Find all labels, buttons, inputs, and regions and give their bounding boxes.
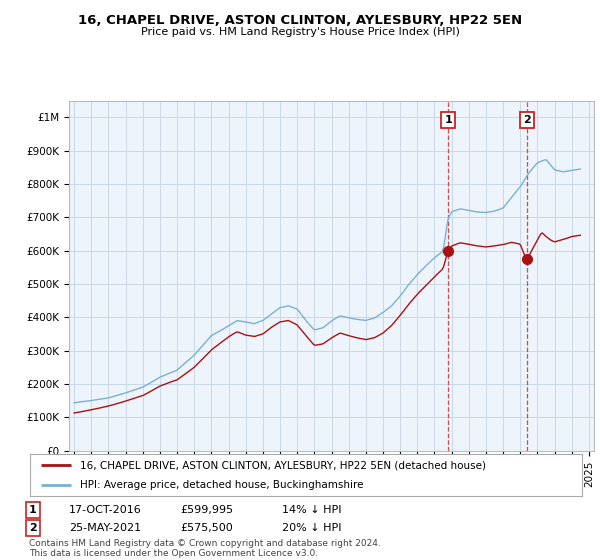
Text: 20% ↓ HPI: 20% ↓ HPI	[282, 523, 341, 533]
Text: 17-OCT-2016: 17-OCT-2016	[69, 505, 142, 515]
Text: £599,995: £599,995	[180, 505, 233, 515]
Text: 2: 2	[29, 523, 37, 533]
Text: 2: 2	[523, 115, 531, 125]
Text: HPI: Average price, detached house, Buckinghamshire: HPI: Average price, detached house, Buck…	[80, 480, 363, 490]
Text: This data is licensed under the Open Government Licence v3.0.: This data is licensed under the Open Gov…	[29, 549, 318, 558]
Text: 16, CHAPEL DRIVE, ASTON CLINTON, AYLESBURY, HP22 5EN: 16, CHAPEL DRIVE, ASTON CLINTON, AYLESBU…	[78, 14, 522, 27]
Text: Contains HM Land Registry data © Crown copyright and database right 2024.: Contains HM Land Registry data © Crown c…	[29, 539, 380, 548]
Text: 16, CHAPEL DRIVE, ASTON CLINTON, AYLESBURY, HP22 5EN (detached house): 16, CHAPEL DRIVE, ASTON CLINTON, AYLESBU…	[80, 460, 485, 470]
Text: 25-MAY-2021: 25-MAY-2021	[69, 523, 141, 533]
Text: £575,500: £575,500	[180, 523, 233, 533]
Text: Price paid vs. HM Land Registry's House Price Index (HPI): Price paid vs. HM Land Registry's House …	[140, 27, 460, 37]
Text: 14% ↓ HPI: 14% ↓ HPI	[282, 505, 341, 515]
Text: 1: 1	[29, 505, 37, 515]
Text: 1: 1	[444, 115, 452, 125]
